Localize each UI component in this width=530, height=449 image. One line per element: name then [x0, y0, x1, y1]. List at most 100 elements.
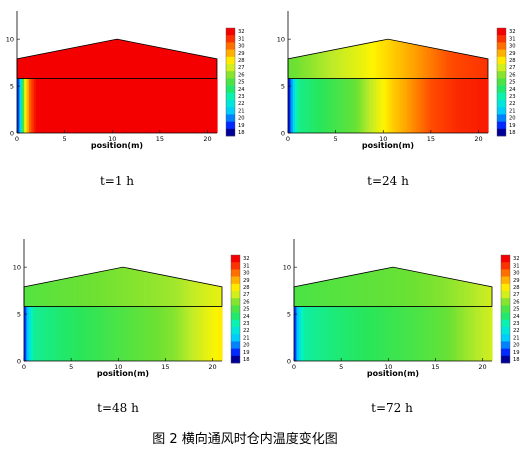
grain-temperature-field — [294, 306, 493, 361]
headspace-temperature-cell — [81, 39, 85, 79]
headspace-temperature-cell — [482, 267, 486, 307]
headspace-temperature-cell — [141, 267, 145, 307]
grain-temperature-cell — [198, 306, 202, 361]
grain-temperature-cell — [442, 306, 446, 361]
colorbar-swatch — [497, 56, 506, 65]
headspace-temperature-cell — [62, 39, 66, 79]
grain-temperature-cell — [348, 306, 352, 361]
grain-temperature-cell — [426, 306, 429, 361]
headspace-temperature-cell — [178, 39, 182, 79]
grain-temperature-cell — [327, 306, 330, 361]
grain-temperature-cell — [317, 306, 321, 361]
headspace-temperature-cell — [324, 267, 328, 307]
headspace-temperature-cell — [203, 267, 207, 307]
headspace-temperature-cell — [172, 267, 176, 307]
headspace-temperature-cell — [409, 39, 413, 79]
headspace-temperature-cell — [438, 39, 441, 79]
headspace-temperature-cell — [428, 267, 432, 307]
colorbar-swatch — [226, 42, 235, 50]
grain-temperature-cell — [61, 306, 65, 361]
headspace-temperature-cell — [28, 39, 32, 79]
grain-temperature-cell — [145, 78, 149, 133]
grain-temperature-field — [24, 306, 223, 361]
headspace-temperature-cell — [426, 39, 430, 79]
headspace-temperature-cell — [423, 267, 427, 307]
grain-temperature-cell — [86, 78, 90, 133]
colorbar-label: 30 — [243, 271, 250, 277]
colorbar-swatch — [501, 291, 510, 299]
colorbar-swatch — [226, 64, 235, 72]
grain-temperature-cell — [119, 78, 123, 133]
x-tick-label: 10 — [379, 135, 387, 143]
grain-temperature-cell — [414, 78, 418, 133]
headspace-temperature-cell — [383, 267, 387, 307]
grain-temperature-cell — [179, 306, 183, 361]
headspace-temperature-cell — [57, 39, 61, 79]
x-tick-label: 5 — [339, 363, 343, 371]
grain-temperature-cell — [40, 78, 44, 133]
colorbar-label: 19 — [238, 123, 245, 129]
colorbar-label: 29 — [513, 278, 520, 284]
colorbar-frame — [225, 27, 236, 137]
headspace-temperature-cell — [181, 39, 185, 79]
headspace-temperature-cell — [205, 39, 209, 79]
grain-temperature-cell — [409, 306, 413, 361]
colorbar-swatch — [497, 92, 506, 101]
grain-temperature-cell — [26, 306, 30, 361]
headspace-temperature-cell — [302, 39, 306, 79]
headspace-temperature-cell — [99, 267, 103, 307]
headspace-temperature-cell — [361, 39, 365, 79]
headspace-temperature-cell — [190, 39, 194, 79]
headspace-temperature-cell — [397, 39, 401, 79]
headspace-temperature-cell — [209, 39, 213, 79]
grain-temperature-cell — [416, 306, 420, 361]
grain-temperature-cell — [314, 78, 318, 133]
grain-temperature-cell — [449, 78, 453, 133]
headspace-temperature-cell — [105, 39, 109, 79]
colorbar-label: 21 — [509, 108, 516, 114]
grain-temperature-cell — [374, 306, 378, 361]
grain-temperature-cell — [438, 78, 441, 133]
grain-temperature-cell — [57, 306, 60, 361]
headspace-temperature-cell — [388, 267, 392, 307]
headspace-temperature-cell — [336, 267, 340, 307]
colorbar-swatch — [501, 341, 510, 349]
headspace-temperature-cell — [94, 267, 98, 307]
grain-temperature-cell — [134, 306, 138, 361]
colorbar-swatch — [231, 291, 240, 299]
colorbar-swatch — [501, 327, 510, 335]
grain-temperature-cell — [111, 306, 115, 361]
headspace-temperature-cell — [311, 39, 315, 79]
headspace-temperature-cell — [473, 267, 477, 307]
headspace-temperature-cell — [466, 39, 470, 79]
headspace-temperature-cell — [165, 267, 169, 307]
colorbar-label: 22 — [509, 101, 516, 107]
grain-temperature-cell — [126, 78, 130, 133]
headspace-temperature-cell — [390, 39, 394, 79]
headspace-temperature-cell — [352, 267, 356, 307]
headspace-temperature-cell — [109, 39, 113, 79]
heatmap-panel-1: 0 5 10 15 200510position(m)32313029282726252… — [6, 11, 245, 188]
colorbar-swatch — [501, 283, 510, 292]
grain-temperature-cell — [169, 78, 173, 133]
colorbar-label: 22 — [238, 101, 245, 107]
headspace-temperature-cell — [340, 39, 344, 79]
grain-temperature-cell — [368, 78, 372, 133]
grain-temperature-cell — [132, 306, 136, 361]
headspace-temperature-cell — [167, 39, 170, 79]
headspace-temperature-cell — [354, 39, 358, 79]
grain-temperature-cell — [480, 78, 484, 133]
grain-temperature-cell — [203, 306, 207, 361]
headspace-temperature-cell — [26, 39, 30, 79]
colorbar-label: 31 — [243, 263, 250, 269]
grain-temperature-cell — [357, 78, 361, 133]
grain-temperature-cell — [357, 306, 361, 361]
grain-temperature-cell — [463, 306, 467, 361]
colorbar-swatch — [497, 28, 506, 36]
colorbar-label: 23 — [509, 94, 516, 100]
heatmap-panel-2: 0 5 10 15 200510position(m)32313029282726252… — [277, 11, 516, 188]
grain-temperature-cell — [310, 306, 314, 361]
grain-temperature-cell — [388, 306, 392, 361]
grain-temperature-cell — [303, 306, 307, 361]
